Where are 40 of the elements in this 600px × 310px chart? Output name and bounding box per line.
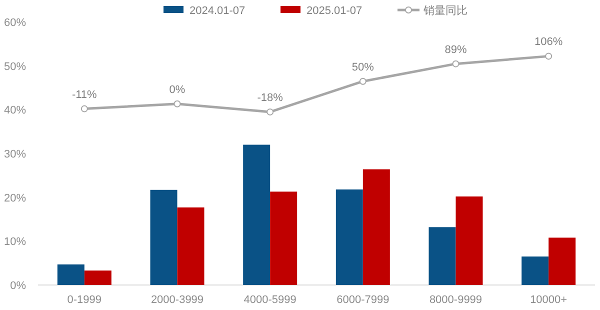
x-tick-label: 8000-9999: [429, 294, 482, 306]
point: [359, 78, 366, 85]
bar: [150, 190, 178, 285]
y-tick-label: 60%: [4, 17, 26, 29]
y-tick-label: 0%: [10, 280, 26, 292]
bar: [57, 264, 84, 285]
bar: [270, 192, 298, 285]
legend-label: 2024.01-07: [190, 5, 246, 17]
bar: [243, 144, 270, 285]
y-tick-label: 50%: [4, 60, 26, 73]
point: [545, 52, 552, 60]
x-tick-label: 6000-7999: [336, 294, 390, 306]
data-label: -18%: [257, 92, 284, 104]
bar: [548, 238, 576, 285]
data-label: -11%: [72, 88, 98, 101]
point: [80, 105, 88, 112]
bar: [522, 256, 549, 285]
x-tick-label: 4000-5999: [244, 294, 296, 306]
x-tick-label: 2000-3999: [150, 294, 204, 306]
bar: [362, 169, 390, 285]
y-tick-label: 20%: [4, 192, 26, 204]
point: [174, 100, 181, 108]
y-tick-label: 10%: [4, 236, 26, 248]
data-label: 50%: [352, 61, 374, 74]
bar: [177, 207, 204, 285]
bar: [84, 270, 112, 285]
y-tick-label: 30%: [4, 148, 26, 160]
bar: [456, 196, 483, 285]
point: [452, 60, 460, 68]
x-tick-label: 10000+: [530, 294, 568, 306]
data-label: 106%: [534, 36, 563, 48]
bar: [336, 189, 363, 285]
data-label: 0%: [169, 84, 186, 96]
legend-label: 销量同比: [422, 4, 468, 17]
legend-label: 2025.01-07: [306, 5, 362, 17]
x-tick-label: 0-1999: [67, 294, 102, 306]
y-tick-label: 40%: [4, 104, 26, 117]
data-label: 89%: [444, 44, 467, 56]
bar: [428, 227, 456, 285]
point: [266, 108, 274, 116]
